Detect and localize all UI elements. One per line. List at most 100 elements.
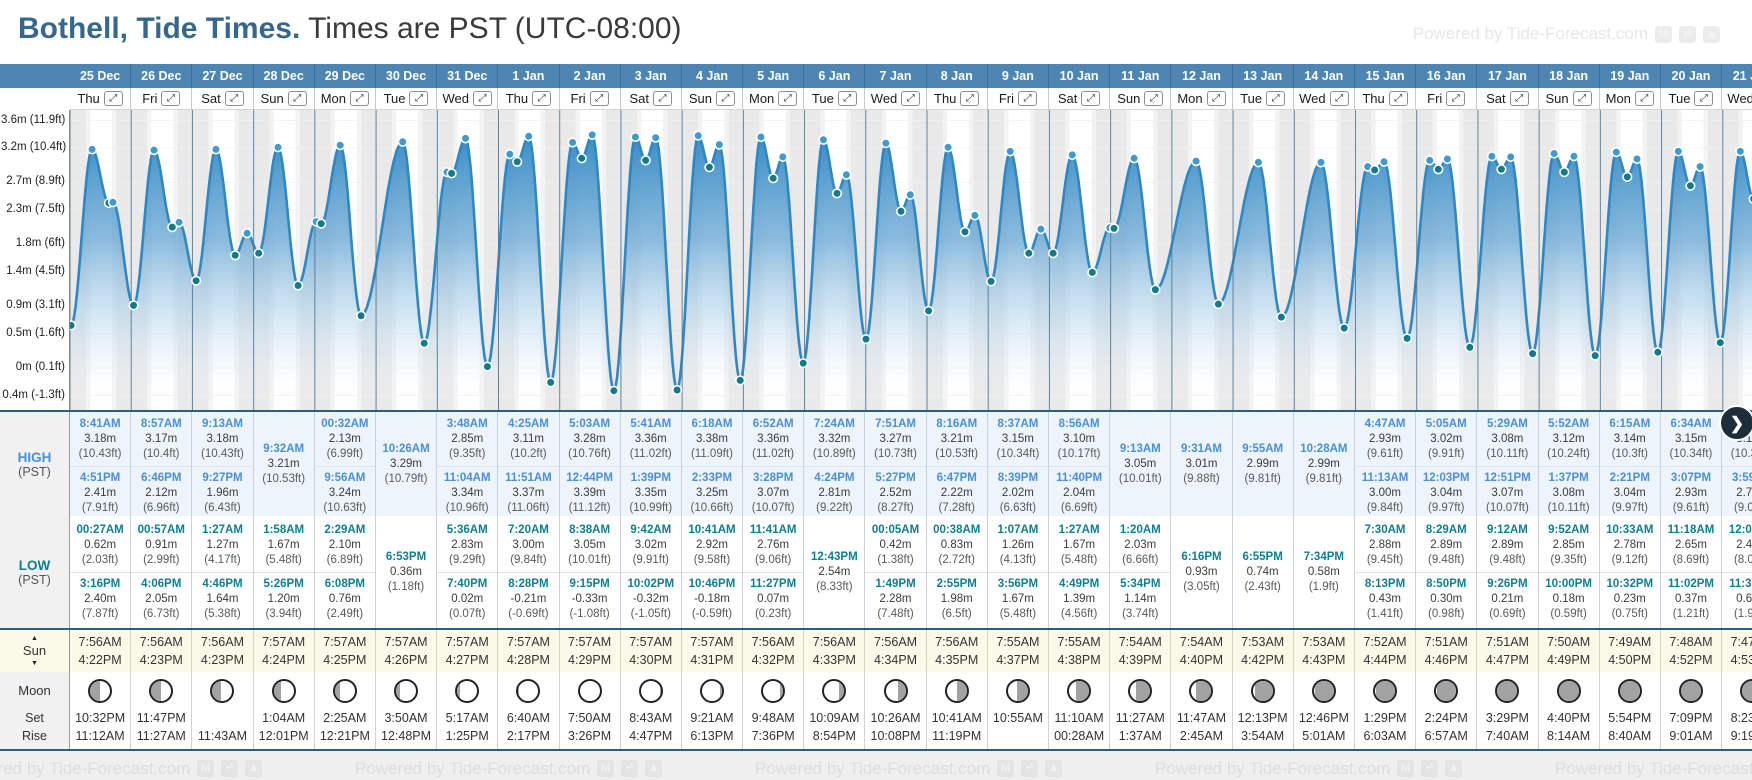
- expand-day-button[interactable]: ⤢: [287, 91, 307, 106]
- moonrise-time: 12:48PM: [376, 727, 438, 749]
- expand-day-button[interactable]: ⤢: [589, 91, 609, 106]
- moon-phase-icon: [1495, 678, 1520, 703]
- tide-height-ft: (9.61ft): [1366, 448, 1404, 460]
- dow-cell: Wed⤢: [437, 88, 499, 110]
- expand-day-button[interactable]: ⤢: [1144, 91, 1164, 106]
- high-tide-dot: [818, 134, 829, 145]
- tide-time: 7:51AM: [875, 418, 916, 430]
- tide-height-ft: (6.43ft): [204, 502, 241, 514]
- tide-entry: 3:28PM 3.07m (10.07ft): [743, 466, 804, 516]
- tide-height-m: 2.93m: [1674, 487, 1707, 499]
- low-tide-dot: [1527, 348, 1538, 359]
- y-axis-tick-label: 0m (0.1ft): [15, 361, 65, 373]
- expand-day-button[interactable]: ⤢: [1572, 91, 1592, 106]
- sunrise-time: 7:49AM: [1608, 635, 1652, 649]
- tide-height-ft: (6.63ft): [999, 502, 1037, 514]
- expand-day-button[interactable]: ⤢: [472, 91, 492, 106]
- expand-day-button[interactable]: ⤢: [103, 91, 123, 106]
- tide-height-m: 3.01m: [1185, 457, 1218, 470]
- date-cell: 30 Dec: [376, 64, 438, 88]
- date-cell: 20 Jan: [1661, 64, 1723, 88]
- moon-phase-icon: [638, 678, 663, 703]
- sunrise-time: 7:57AM: [506, 635, 550, 649]
- tide-height-m: 3.14m: [1613, 433, 1646, 445]
- low-cell: 1:07AM 1.26m (4.13ft) 3:56PM 1.67m (5.48ft): [987, 516, 1049, 628]
- expand-day-button[interactable]: ⤢: [1634, 91, 1654, 106]
- expand-day-button[interactable]: ⤢: [1017, 91, 1037, 106]
- tide-time: 9:27PM: [202, 472, 243, 484]
- expand-day-button[interactable]: ⤢: [1388, 91, 1408, 106]
- watermark-icon-1: M: [1655, 25, 1672, 43]
- sunrise-time: 7:52AM: [1363, 635, 1407, 649]
- expand-day-button[interactable]: ⤢: [716, 91, 736, 106]
- tide-height-ft: (10.3ft): [1611, 448, 1648, 460]
- watermark-icon-3: ▲: [645, 760, 663, 777]
- tide-time: 00:05AM: [871, 524, 920, 536]
- tide-entry: 7:51AM 3.27m (10.73ft): [865, 417, 925, 462]
- expand-day-button[interactable]: ⤢: [161, 91, 181, 106]
- high-cell: 4:25AM 3.11m (10.2ft) 11:51AM 3.37m (11.06ft): [498, 412, 560, 516]
- expand-day-button[interactable]: ⤢: [901, 91, 921, 106]
- low-cell: 10:33AM 2.78m (9.12ft) 10:32PM 0.23m (0.75ft): [1599, 516, 1661, 628]
- expand-day-button[interactable]: ⤢: [1206, 91, 1226, 106]
- tide-entry: 10:00PM 0.18m (0.59ft): [1538, 572, 1599, 622]
- sunrise-time: 7:57AM: [568, 635, 612, 649]
- tide-time: 10:26AM: [382, 442, 430, 455]
- high-tide-dot: [397, 136, 408, 147]
- expand-day-button[interactable]: ⤢: [1694, 91, 1714, 106]
- dow-cell: Mon ⤢: [743, 88, 805, 110]
- moonrise-time: 8:54PM: [804, 727, 866, 749]
- moonset-time: 10:55AM: [988, 709, 1049, 727]
- high-cell: 5:29AM 3.08m (10.11ft) 12:51PM 3.07m (10.07ft…: [1477, 412, 1539, 516]
- tide-entry: 7:20AM 3.00m (9.84ft): [498, 523, 558, 568]
- dow-label: Sun: [688, 91, 713, 106]
- expand-day-button[interactable]: ⤢: [653, 91, 673, 106]
- set-row-label: Set: [0, 709, 70, 727]
- sunset-time: 4:33PM: [812, 653, 856, 667]
- dow-cell: Fri ⤢: [987, 88, 1049, 110]
- tide-entry: 11:31PM 0.60m (1.97ft): [1722, 572, 1752, 622]
- moon-cell: [1049, 672, 1111, 709]
- tide-height-ft: (9.29ft): [449, 554, 486, 566]
- date-cell: 16 Jan: [1416, 64, 1478, 88]
- expand-day-button[interactable]: ⤢: [224, 91, 244, 106]
- tide-time: 11:51AM: [505, 472, 552, 484]
- tide-entry: 9:13AM 3.05m (10.01ft): [1110, 442, 1170, 487]
- moon-phase-icon: [1434, 678, 1459, 703]
- date-cell: 5 Jan: [743, 64, 805, 88]
- expand-day-button[interactable]: ⤢: [1081, 91, 1101, 106]
- expand-day-button[interactable]: ⤢: [960, 91, 980, 106]
- tide-height-m: 1.14m: [1124, 593, 1157, 605]
- tide-height-ft: (10.34ft): [996, 448, 1040, 460]
- expand-day-button[interactable]: ⤢: [1446, 91, 1466, 106]
- expand-day-button[interactable]: ⤢: [837, 91, 857, 106]
- expand-day-button[interactable]: ⤢: [349, 91, 369, 106]
- dow-cell: Mon ⤢: [314, 88, 376, 110]
- dow-cell: Thu ⤢: [70, 88, 132, 110]
- tide-height-ft: (0.59ft): [1550, 608, 1587, 620]
- tide-height-ft: (4.17ft): [204, 554, 241, 566]
- moon-cell: [1110, 672, 1172, 709]
- tide-height-ft: (10.4ft): [143, 448, 180, 460]
- high-tide-dot: [693, 130, 704, 141]
- y-axis-tick-label: 2.7m (8.9ft): [6, 175, 65, 188]
- expand-day-button[interactable]: ⤢: [1509, 91, 1529, 106]
- sunrise-time: 7:56AM: [78, 635, 122, 649]
- tide-entry: 1:20AM 2.03m (6.66ft): [1110, 523, 1170, 568]
- tide-time: 10:46PM: [688, 578, 736, 590]
- nav-right-button[interactable]: ❯: [1719, 405, 1752, 441]
- moon-cell: [70, 672, 132, 709]
- sunset-time: 4:32PM: [751, 653, 795, 667]
- dow-label: Wed: [1299, 91, 1326, 106]
- high-tide-dot: [587, 129, 598, 140]
- sun-cell: 7:56AM 4:34PM: [865, 630, 927, 672]
- expand-day-button[interactable]: ⤢: [1329, 91, 1349, 106]
- high-tide-dot: [242, 228, 253, 239]
- sunset-time: 4:26PM: [384, 653, 428, 667]
- expand-day-button[interactable]: ⤢: [532, 91, 552, 106]
- expand-day-button[interactable]: ⤢: [778, 91, 798, 106]
- expand-day-button[interactable]: ⤢: [1266, 91, 1286, 106]
- expand-day-button[interactable]: ⤢: [409, 91, 429, 106]
